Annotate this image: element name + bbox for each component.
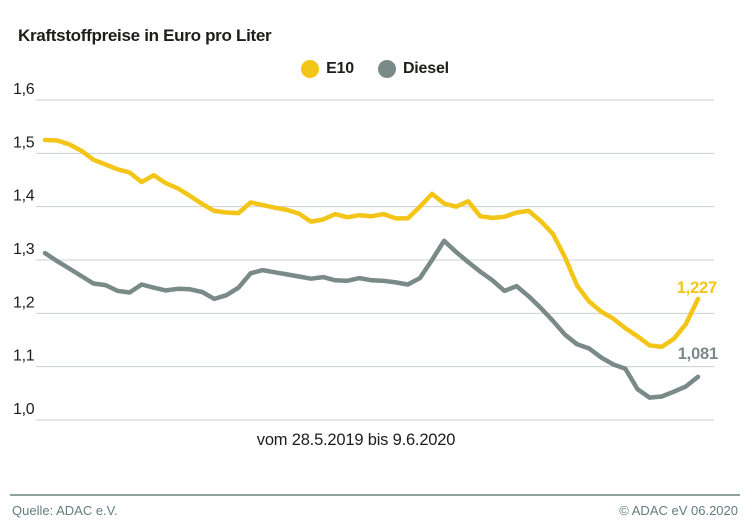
page-title: Kraftstoffpreise in Euro pro Liter (18, 26, 272, 45)
legend-label-e10: E10 (326, 60, 354, 77)
diesel-dot-icon (377, 60, 396, 78)
legend-item-diesel: Diesel (377, 60, 449, 78)
footer: Quelle: ADAC e.V. © ADAC eV 06.2020 (12, 503, 738, 518)
legend-item-e10: E10 (301, 60, 354, 78)
e10-dot-icon (301, 60, 320, 78)
source-credit: Quelle: ADAC e.V. (12, 503, 118, 518)
e10-end-value-label: 1,227 (676, 279, 717, 297)
y-tick-label: 1,4 (13, 188, 35, 205)
diesel-end-value-label: 1,081 (677, 345, 718, 363)
diesel-price-line (42, 238, 701, 400)
y-tick-label: 1,5 (13, 134, 35, 151)
y-tick-label: 1,3 (13, 241, 35, 258)
x-axis-caption: vom 28.5.2019 bis 9.6.2020 (256, 431, 456, 449)
chart-legend: E10 Diesel (0, 56, 750, 82)
y-tick-label: 1,6 (13, 81, 35, 98)
y-tick-label: 1,0 (13, 401, 35, 418)
footer-divider (10, 494, 740, 496)
y-tick-label: 1,1 (13, 348, 35, 365)
copyright-note: © ADAC eV 06.2020 (619, 503, 738, 518)
e10-price-line (42, 137, 701, 350)
legend-label-diesel: Diesel (402, 60, 449, 77)
y-tick-label: 1,2 (13, 294, 35, 311)
